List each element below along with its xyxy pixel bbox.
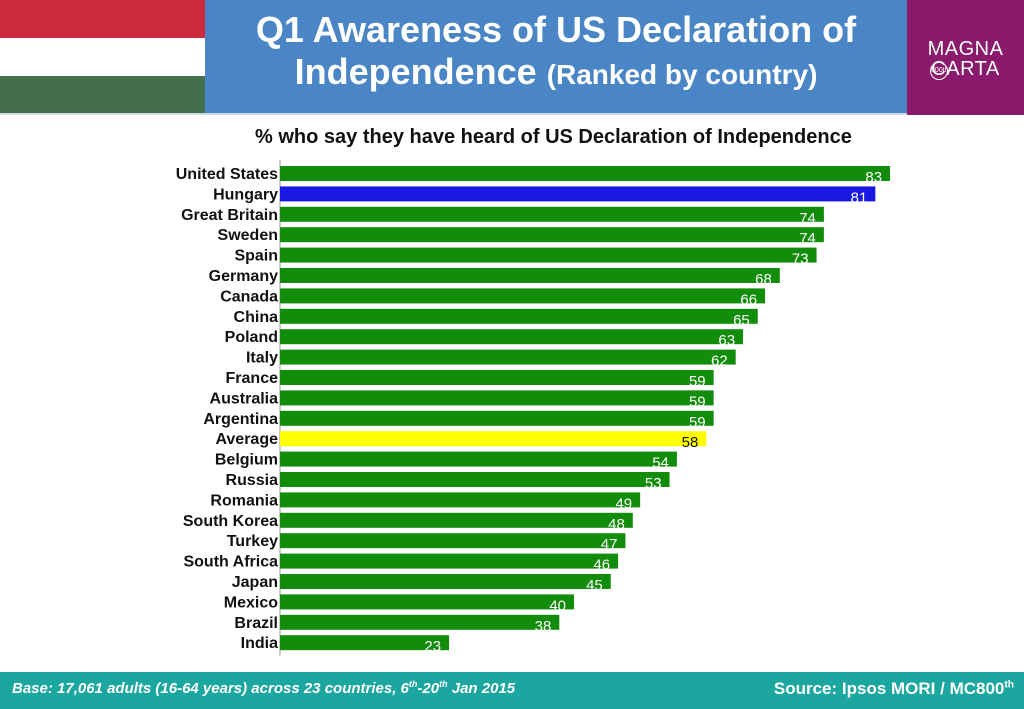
bar-average [280, 431, 707, 447]
bar-sweden [280, 227, 824, 243]
bar-spain [280, 247, 817, 263]
magna-carta-logo: MAGNA CARTA 800th [907, 0, 1024, 115]
data-label-india: 23 [424, 638, 441, 655]
bar-poland [280, 329, 744, 345]
data-label-brazil: 38 [535, 618, 552, 635]
base-text-suffix: Jan 2015 [447, 680, 516, 697]
category-label-canada: Canada [220, 288, 278, 305]
bar-mexico [280, 594, 574, 610]
bar-italy [280, 349, 736, 365]
category-label-india: India [241, 635, 278, 652]
category-label-spain: Spain [234, 248, 278, 265]
data-label-mexico: 40 [549, 597, 566, 614]
page-title-sub: (Ranked by country) [546, 59, 818, 90]
data-label-belgium: 54 [652, 455, 669, 472]
page-title-line1: Q1 Awareness of US Declaration of [255, 9, 857, 50]
logo-word-carta: CARTA [931, 58, 1000, 80]
data-label-russia: 53 [645, 475, 662, 492]
data-label-australia: 59 [689, 393, 706, 410]
logo-word-magna: MAGNA [927, 38, 1004, 60]
data-label-japan: 45 [586, 577, 603, 594]
bar-hungary [280, 186, 876, 202]
bar-japan [280, 574, 611, 589]
base-text-mid: -20 [417, 680, 440, 697]
category-label-south-africa: South Africa [183, 554, 278, 571]
data-label-sweden: 74 [799, 230, 816, 247]
page-title-main: Independence [294, 51, 537, 92]
data-label-south-africa: 46 [593, 557, 610, 574]
bar-brazil [280, 614, 560, 630]
data-label-united-states: 83 [865, 169, 882, 186]
category-label-united-states: United States [176, 166, 278, 183]
data-label-turkey: 47 [601, 536, 618, 553]
data-label-average: 58 [682, 434, 699, 451]
data-label-canada: 66 [740, 291, 757, 308]
bar-france [280, 370, 714, 385]
category-label-china: China [234, 309, 279, 326]
base-note: Base: 17,061 adults (16-64 years) across… [12, 679, 516, 698]
category-label-germany: Germany [209, 268, 278, 285]
source-note: Source: Ipsos MORI / MC800th [774, 679, 1014, 699]
data-label-france: 59 [689, 373, 706, 390]
category-label-australia: Australia [210, 390, 279, 407]
bar-canada [280, 288, 766, 304]
category-label-italy: Italy [246, 350, 278, 367]
bar-germany [280, 268, 780, 283]
bar-united-states [280, 166, 891, 181]
bar-great-britain [280, 206, 824, 222]
footer-bar: Base: 17,061 adults (16-64 years) across… [0, 672, 1024, 709]
source-text: Source: Ipsos MORI / MC800 [773, 679, 1005, 698]
source-sup: th [1004, 679, 1014, 691]
data-label-hungary: 81 [851, 189, 868, 206]
hungary-flag [0, 0, 205, 113]
category-label-average: Average [215, 431, 278, 448]
category-label-romania: Romania [210, 492, 278, 509]
category-label-mexico: Mexico [224, 594, 278, 611]
bar-russia [280, 472, 670, 487]
base-sup-2: th [439, 679, 448, 689]
title-banner: Q1 Awareness of US Declaration of Indepe… [205, 0, 907, 113]
base-text-prefix: Base: 17,061 adults (16-64 years) across… [12, 680, 409, 697]
data-label-south-korea: 48 [608, 516, 625, 533]
category-label-south-korea: South Korea [183, 513, 278, 530]
data-label-germany: 68 [755, 271, 772, 288]
category-label-great-britain: Great Britain [181, 207, 278, 224]
bar-australia [280, 390, 714, 406]
category-label-belgium: Belgium [215, 452, 278, 469]
category-label-sweden: Sweden [218, 227, 278, 244]
data-label-spain: 73 [792, 251, 809, 268]
bar-india [280, 635, 450, 651]
category-label-russia: Russia [226, 472, 279, 489]
flag-stripe-white [0, 38, 205, 76]
bar-south-africa [280, 553, 619, 569]
logo-800-badge: 800th [930, 62, 949, 80]
bar-turkey [280, 533, 626, 549]
header-divider [0, 113, 907, 115]
bar-belgium [280, 451, 677, 467]
chart-title: % who say they have heard of US Declarat… [255, 126, 852, 148]
category-label-brazil: Brazil [234, 615, 278, 632]
flag-stripe-red [0, 0, 205, 38]
bar-chart: United States 83 Hungary 81 Great Britain 74 S… [176, 160, 891, 656]
bar-romania [280, 492, 641, 508]
page-title-line2: Independence (Ranked by country) [205, 50, 907, 97]
flag-stripe-green [0, 76, 205, 113]
bar-china [280, 308, 758, 324]
category-label-poland: Poland [225, 329, 278, 346]
bar-south-korea [280, 512, 633, 528]
data-label-poland: 63 [718, 332, 735, 349]
data-label-china: 65 [733, 312, 750, 329]
category-label-argentina: Argentina [203, 411, 278, 428]
data-label-romania: 49 [615, 495, 632, 512]
data-label-italy: 62 [711, 353, 728, 370]
category-label-turkey: Turkey [227, 533, 278, 550]
data-label-great-britain: 74 [799, 210, 816, 227]
bar-argentina [280, 410, 714, 426]
data-label-argentina: 59 [689, 414, 706, 431]
category-label-japan: Japan [232, 574, 278, 591]
category-label-hungary: Hungary [213, 186, 278, 203]
base-sup-1: th [408, 679, 418, 689]
category-label-france: France [226, 370, 279, 387]
